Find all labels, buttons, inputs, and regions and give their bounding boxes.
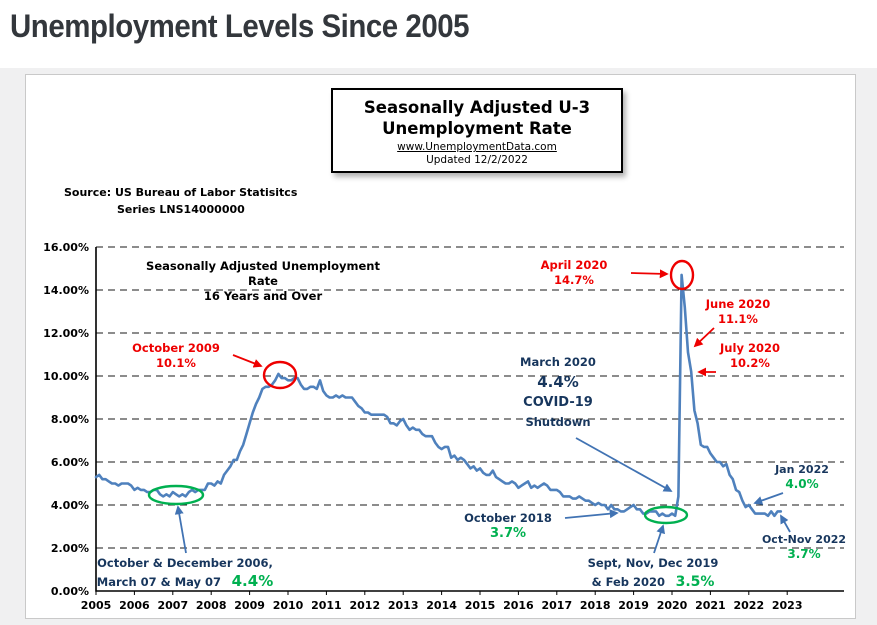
annotation-shapes — [147, 259, 791, 554]
annotation-value: 3.5% — [675, 573, 715, 590]
x-axis-label: 2013 — [388, 599, 419, 612]
annotation-label: Oct-Nov 2022 — [761, 533, 847, 546]
y-axis-label: 10.00% — [43, 370, 89, 383]
annotation-label: June 2020 — [705, 297, 771, 311]
x-axis-label: 2006 — [119, 599, 150, 612]
page-title: Unemployment Levels Since 2005 — [10, 8, 470, 44]
arrow-jun-2020 — [693, 327, 715, 348]
axes — [95, 247, 844, 592]
annotation-value: 3.7% — [489, 525, 527, 541]
annotation-label: October 2009 — [132, 341, 220, 355]
x-axis-label: 2007 — [157, 599, 188, 612]
x-axis-label: 2008 — [196, 599, 227, 612]
plot-inner-title: Seasonally Adjusted Unemployment Rate 16… — [133, 259, 393, 304]
circle-oct-2009-peak — [262, 360, 298, 390]
annotation-oct-nov-2022: Oct-Nov 2022 3.7% — [754, 533, 854, 563]
annotation-value: 14.7% — [554, 272, 594, 287]
y-axis-label: 8.00% — [51, 413, 89, 426]
x-axis-label: 2016 — [503, 599, 534, 612]
circle-apr-2020-peak — [669, 259, 695, 291]
unemployment-rate-line — [94, 273, 783, 518]
annotation-value: 4.4% — [537, 372, 579, 391]
x-axis-label: 2012 — [349, 599, 380, 612]
y-axis-label: 16.00% — [43, 241, 89, 254]
line-layer — [94, 273, 783, 518]
annotation-covid: COVID-19 — [523, 395, 593, 411]
annotation-jun-2020: June 2020 11.1% — [683, 297, 793, 327]
annotation-label: Sept, Nov, Dec 2019 — [587, 556, 719, 570]
annotation-jul-2020: July 2020 10.2% — [695, 341, 805, 371]
annotation-label: October & December 2006, — [97, 556, 273, 570]
y-axis-label: 2.00% — [51, 542, 89, 555]
arrow-jan-2022 — [753, 492, 784, 505]
annotation-2006-07-lows: October & December 2006, March 07 & May … — [90, 556, 280, 592]
x-axis-label: 2018 — [580, 599, 611, 612]
x-axis-label: 2009 — [234, 599, 265, 612]
annotation-late-2019: Sept, Nov, Dec 2019 & Feb 2020 3.5% — [573, 556, 733, 592]
annotation-value: 3.7% — [787, 547, 821, 562]
annotation-oct-2009: October 2009 10.1% — [121, 341, 231, 371]
annotation-label-2: & Feb 2020 — [591, 574, 666, 589]
annotation-value: 4.4% — [231, 571, 274, 590]
website-link[interactable]: www.UnemploymentData.com — [397, 141, 557, 154]
x-axis-label: 2011 — [311, 599, 342, 612]
y-axis-label: 0.00% — [51, 585, 89, 598]
arrow-2006-07-lows — [174, 505, 187, 554]
source-line1: Source: US Bureau of Labor Statisitcs — [64, 186, 298, 199]
arrow-oct-2018 — [564, 509, 619, 519]
x-axis-label: 2017 — [541, 599, 572, 612]
source-note: Source: US Bureau of Labor Statisitcs Se… — [64, 185, 297, 218]
x-axis-label: 2014 — [426, 599, 457, 612]
x-axis-label: 2020 — [657, 599, 688, 612]
annotation-oct-2018: October 2018 3.7% — [453, 511, 563, 543]
plot-inner-title-line2: 16 Years and Over — [203, 288, 323, 303]
annotation-label: Jan 2022 — [775, 463, 829, 476]
x-axis-label: 2005 — [81, 599, 112, 612]
y-axis-label: 6.00% — [51, 456, 89, 469]
annotation-value: 10.2% — [730, 355, 770, 370]
chart-title-line1: Seasonally Adjusted U-3 — [363, 98, 591, 117]
source-line2: Series LNS14000000 — [117, 202, 245, 216]
arrow-mar-2020 — [575, 437, 673, 492]
ellipse-2019-20-lows — [643, 505, 689, 525]
annotation-label: October 2018 — [464, 511, 552, 525]
x-axis-label: 2023 — [772, 599, 803, 612]
x-axis-label: 2019 — [618, 599, 649, 612]
grid-layer: 16.00% 14.00% 12.00% 10.00% 8.00% 6.00% 4.00% 2… — [43, 241, 844, 612]
annotation-label-2: March 07 & May 07 — [96, 574, 222, 589]
ellipse-2006-07-lows — [147, 484, 205, 506]
chart-image: 16.00% 14.00% 12.00% 10.00% 8.00% 6.00% 4.00% 2… — [25, 74, 856, 619]
x-axis-label: 2010 — [273, 599, 304, 612]
updated-date: Updated 12/2/2022 — [426, 154, 528, 167]
y-axis-label: 12.00% — [43, 327, 89, 340]
chart-title-box: Seasonally Adjusted U-3 Unemployment Rat… — [331, 88, 623, 174]
annotation-shutdown: Shutdown — [525, 415, 591, 430]
arrow-oct-nov-2022 — [780, 514, 791, 533]
annotation-label: April 2020 — [540, 258, 608, 272]
annotation-mar-2020-covid: March 2020 4.4% COVID-19 Shutdown — [503, 355, 613, 430]
x-axis-label: 2015 — [465, 599, 496, 612]
annotation-apr-2020: April 2020 14.7% — [519, 258, 629, 288]
annotation-value: 10.1% — [156, 355, 196, 370]
annotation-value: 4.0% — [785, 477, 819, 492]
arrow-oct-2009 — [232, 354, 263, 368]
annotation-value: 11.1% — [718, 311, 758, 326]
y-axis-label: 14.00% — [43, 284, 89, 297]
chart-title-line2: Unemployment Rate — [382, 119, 572, 139]
plot-svg: 16.00% 14.00% 12.00% 10.00% 8.00% 6.00% 4.00% 2… — [43, 241, 844, 612]
x-axis-label: 2022 — [733, 599, 764, 612]
x-axis-label: 2021 — [695, 599, 726, 612]
annotation-label: July 2020 — [720, 341, 780, 355]
arrow-2019-20-lows — [653, 524, 665, 554]
y-axis-label: 4.00% — [51, 499, 89, 512]
arrow-apr-2020 — [630, 269, 669, 279]
annotation-label: March 2020 — [520, 355, 596, 369]
annotation-jan-2022: Jan 2022 4.0% — [757, 463, 847, 493]
plot-inner-title-line1: Seasonally Adjusted Unemployment Rate — [146, 259, 380, 288]
